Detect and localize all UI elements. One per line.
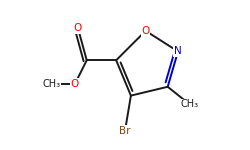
Text: O: O	[74, 23, 82, 33]
Text: O: O	[142, 26, 150, 36]
Text: N: N	[174, 46, 182, 56]
Text: Br: Br	[119, 126, 131, 136]
Text: CH₃: CH₃	[181, 99, 199, 110]
Text: O: O	[71, 79, 79, 89]
Text: CH₃: CH₃	[42, 79, 60, 89]
